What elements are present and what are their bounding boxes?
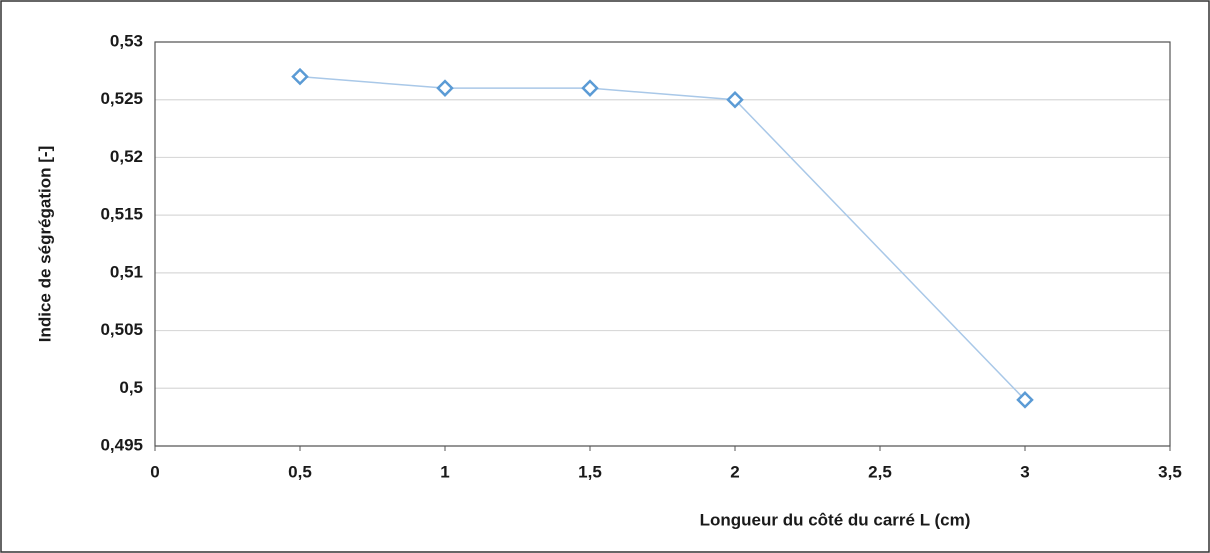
- plot-border: [154, 41, 1171, 447]
- x-tick-label: 0: [150, 462, 159, 481]
- y-tick-label: 0,5: [119, 378, 143, 397]
- marker: [436, 79, 454, 97]
- y-tick-label: 0,53: [110, 31, 143, 50]
- y-tick-label: 0,505: [100, 320, 143, 339]
- marker: [581, 79, 599, 97]
- x-tick-label: 0,5: [288, 462, 312, 481]
- x-tick-label: 2: [730, 462, 739, 481]
- x-axis-label: Longueur du côté du carré L (cm): [700, 510, 971, 529]
- y-axis-label: Indice de ségrégation [-]: [35, 146, 54, 342]
- x-tick-label: 1,5: [578, 462, 602, 481]
- y-tick-label: 0,52: [110, 147, 143, 166]
- marker: [1016, 391, 1034, 409]
- y-tick-label: 0,525: [100, 89, 143, 108]
- x-tick-label: 3,5: [1158, 462, 1182, 481]
- marker: [726, 90, 744, 109]
- x-tick-label: 3: [1020, 462, 1029, 481]
- y-tick-label: 0,51: [110, 262, 143, 281]
- x-tick-label: 1: [440, 462, 449, 481]
- x-tick-label: 2,5: [868, 462, 892, 481]
- y-tick-label: 0,495: [100, 435, 143, 454]
- y-tick-label: 0,515: [100, 205, 143, 224]
- marker: [291, 67, 309, 86]
